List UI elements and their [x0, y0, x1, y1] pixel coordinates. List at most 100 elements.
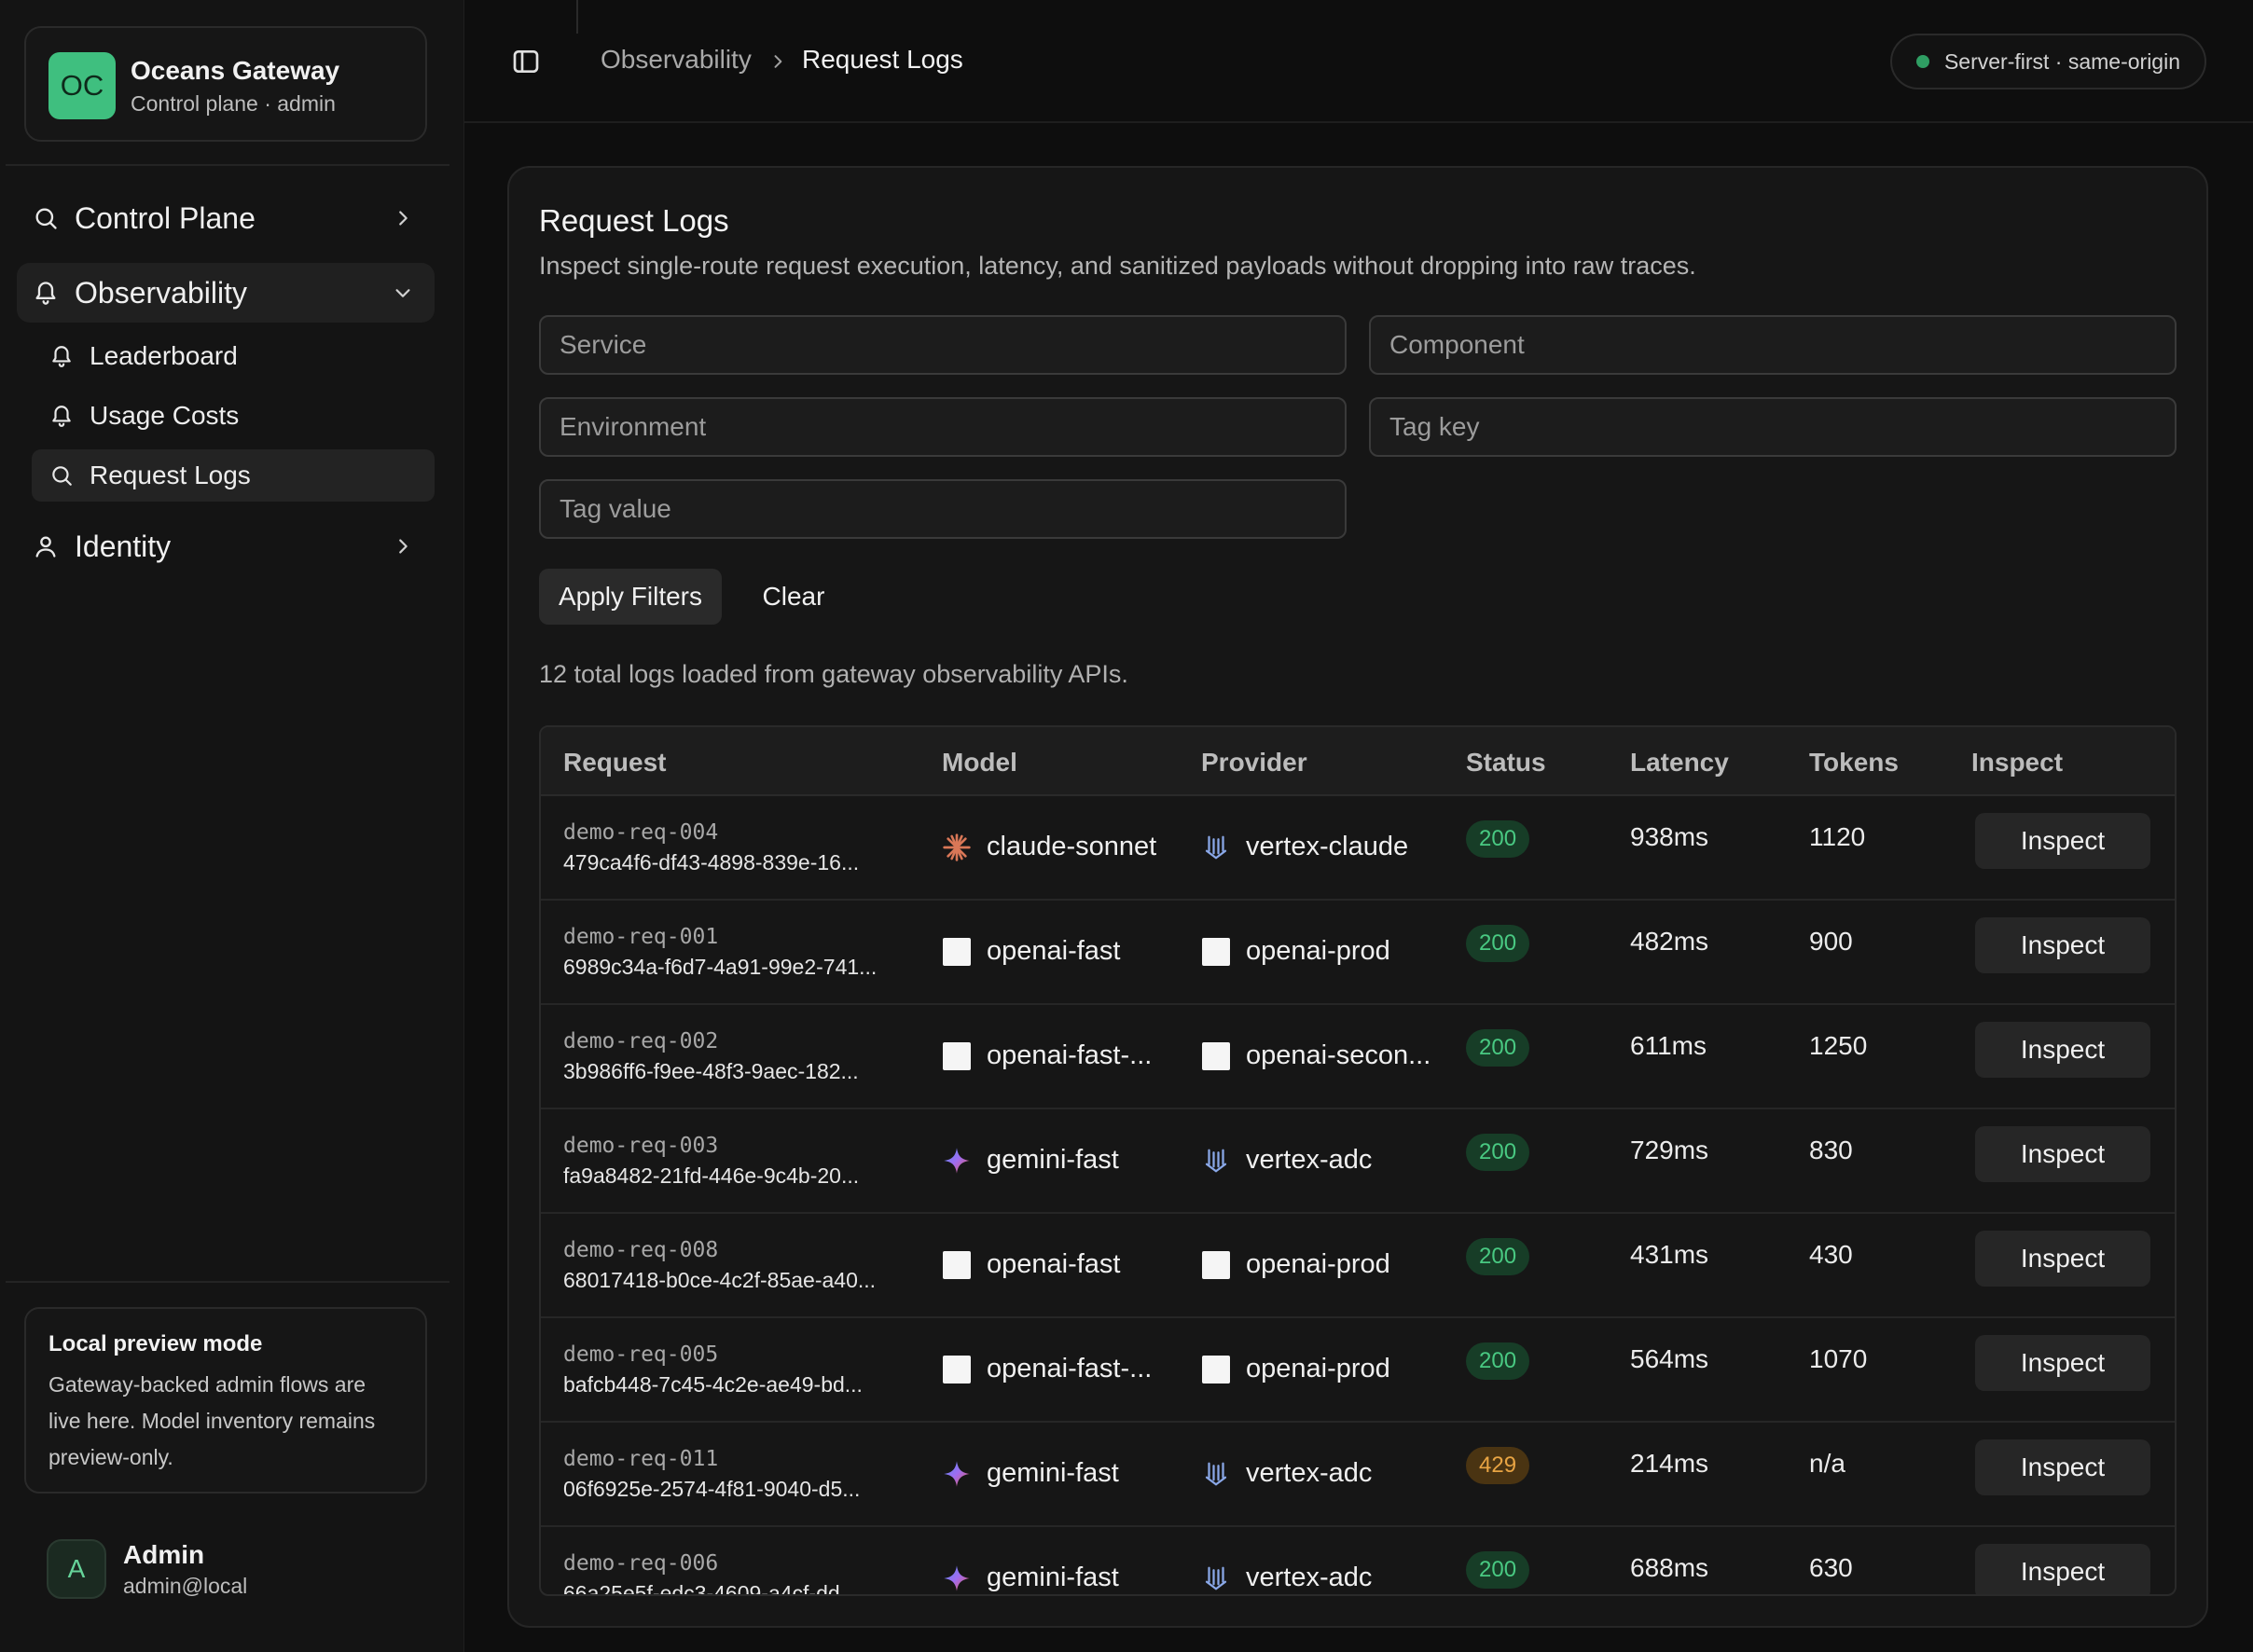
- openai-icon: [942, 1355, 972, 1384]
- inspect-button[interactable]: Inspect: [1975, 1544, 2150, 1594]
- vertex-icon: [1201, 1563, 1231, 1593]
- status-badge: 200: [1466, 1342, 1530, 1380]
- model-cell: gemini-fast: [942, 1145, 1119, 1176]
- status-badge: 200: [1466, 1029, 1530, 1067]
- tokens-value: 430: [1809, 1240, 1853, 1269]
- model-cell: openai-fast: [942, 936, 1121, 967]
- brand-card[interactable]: OC Oceans Gateway Control plane · admin: [24, 26, 427, 142]
- provider-cell: vertex-adc: [1201, 1458, 1372, 1489]
- column-header-request: Request: [563, 748, 667, 777]
- sidebar-toggle-icon[interactable]: [511, 47, 541, 76]
- column-header-provider: Provider: [1201, 748, 1307, 777]
- sidebar-item-usage-costs[interactable]: Usage Costs: [32, 390, 435, 442]
- user-email: admin@local: [123, 1573, 248, 1598]
- sidebar-section-control-plane[interactable]: Control Plane: [17, 188, 435, 248]
- bell-icon: [32, 279, 60, 307]
- model-cell: gemini-fast: [942, 1458, 1119, 1489]
- breadcrumb-parent[interactable]: Observability: [601, 45, 752, 74]
- sidebar-section-label: Control Plane: [75, 200, 256, 235]
- request-id: demo-req-001: [563, 925, 719, 949]
- sidebar-section-observability[interactable]: Observability: [17, 263, 435, 323]
- environment-filter-input[interactable]: [539, 397, 1347, 457]
- logs-summary: 12 total logs loaded from gateway observ…: [539, 660, 1128, 688]
- inspect-button[interactable]: Inspect: [1975, 1439, 2150, 1495]
- inspect-button[interactable]: Inspect: [1975, 1335, 2150, 1391]
- search-icon: [32, 204, 60, 232]
- gemini-icon: [942, 1459, 972, 1489]
- request-logs-table[interactable]: Request Model Provider Status Latency To…: [539, 725, 2177, 1596]
- request-id: demo-req-008: [563, 1238, 719, 1262]
- request-uuid: fa9a8482-21fd-446e-9c4b-20...: [563, 1163, 860, 1188]
- user-name: Admin: [123, 1539, 205, 1569]
- component-filter-input[interactable]: [1369, 315, 2177, 375]
- model-name: openai-fast-...: [987, 1354, 1153, 1384]
- sidebar-item-label: Leaderboard: [90, 341, 238, 370]
- openai-icon: [942, 1250, 972, 1280]
- model-cell: openai-fast: [942, 1249, 1121, 1280]
- sidebar-item-label: Usage Costs: [90, 401, 240, 430]
- provider-cell: openai-prod: [1201, 1249, 1390, 1280]
- model-name: gemini-fast: [987, 1563, 1119, 1592]
- service-filter-input[interactable]: [539, 315, 1347, 375]
- request-id: demo-req-004: [563, 820, 719, 845]
- column-header-status: Status: [1466, 748, 1546, 777]
- apply-filters-button[interactable]: Apply Filters: [539, 569, 722, 625]
- latency-value: 938ms: [1630, 822, 1709, 851]
- provider-cell: openai-prod: [1201, 936, 1390, 967]
- tokens-value: 830: [1809, 1136, 1853, 1164]
- clear-filters-button[interactable]: Clear: [742, 569, 845, 625]
- openai-icon: [942, 1041, 972, 1071]
- inspect-button[interactable]: Inspect: [1975, 1231, 2150, 1287]
- model-name: openai-fast: [987, 1249, 1121, 1279]
- request-id: demo-req-003: [563, 1134, 719, 1158]
- request-uuid: 68017418-b0ce-4c2f-85ae-a40...: [563, 1268, 877, 1292]
- gemini-icon: [942, 1563, 972, 1593]
- sidebar-section-label: Identity: [75, 529, 172, 563]
- request-uuid: bafcb448-7c45-4c2e-ae49-bd...: [563, 1372, 863, 1397]
- model-cell: openai-fast-...: [942, 1354, 1152, 1384]
- vertex-icon: [1201, 1459, 1231, 1489]
- inspect-button[interactable]: Inspect: [1975, 813, 2150, 869]
- table-row: demo-req-005 bafcb448-7c45-4c2e-ae49-bd..…: [541, 1318, 2175, 1423]
- request-logs-card: Request Logs Inspect single-route reques…: [507, 166, 2208, 1628]
- latency-value: 564ms: [1630, 1344, 1709, 1373]
- search-icon: [48, 462, 75, 489]
- status-badge: 200: [1466, 1238, 1530, 1275]
- brand-name: Oceans Gateway: [131, 56, 340, 85]
- user-profile[interactable]: A Admin admin@local: [47, 1538, 247, 1600]
- table-row: demo-req-001 6989c34a-f6d7-4a91-99e2-741.…: [541, 901, 2175, 1005]
- provider-name: openai-prod: [1246, 1249, 1390, 1279]
- sidebar-section-identity[interactable]: Identity: [17, 516, 435, 576]
- tokens-value: 1120: [1809, 822, 1866, 851]
- provider-cell: vertex-adc: [1201, 1145, 1372, 1176]
- tag-key-filter-input[interactable]: [1369, 397, 2177, 457]
- model-cell: gemini-fast: [942, 1563, 1119, 1593]
- inspect-button[interactable]: Inspect: [1975, 1126, 2150, 1182]
- preview-title: Local preview mode: [48, 1331, 263, 1356]
- status-badge: 200: [1466, 1551, 1530, 1589]
- tag-value-filter-input[interactable]: [539, 479, 1347, 539]
- chevron-right-icon: [768, 48, 787, 71]
- sidebar-item-label: Request Logs: [90, 461, 251, 489]
- provider-name: openai-prod: [1246, 1354, 1390, 1384]
- sidebar-item-leaderboard[interactable]: Leaderboard: [32, 330, 435, 382]
- request-uuid: 66a25e5f-edc3-4609-a4cf-dd...: [563, 1581, 858, 1596]
- sidebar-item-request-logs[interactable]: Request Logs: [32, 449, 435, 502]
- sidebar-divider: [6, 164, 449, 166]
- request-id: demo-req-005: [563, 1342, 719, 1367]
- provider-name: vertex-adc: [1246, 1145, 1373, 1175]
- openai-icon: [1201, 937, 1231, 967]
- status-badge: 200: [1466, 820, 1530, 858]
- openai-icon: [1201, 1250, 1231, 1280]
- claude-icon: [942, 833, 972, 862]
- inspect-button[interactable]: Inspect: [1975, 917, 2150, 973]
- table-header: Request Model Provider Status Latency To…: [541, 727, 2175, 796]
- table-row: demo-req-004 479ca4f6-df43-4898-839e-16..…: [541, 796, 2175, 901]
- tokens-value: 900: [1809, 927, 1853, 956]
- breadcrumb-current: Request Logs: [802, 45, 963, 74]
- request-uuid: 3b986ff6-f9ee-48f3-9aec-182...: [563, 1059, 859, 1083]
- table-row: demo-req-002 3b986ff6-f9ee-48f3-9aec-182.…: [541, 1005, 2175, 1109]
- inspect-button[interactable]: Inspect: [1975, 1022, 2150, 1078]
- provider-cell: vertex-claude: [1201, 832, 1408, 862]
- model-name: openai-fast: [987, 936, 1121, 966]
